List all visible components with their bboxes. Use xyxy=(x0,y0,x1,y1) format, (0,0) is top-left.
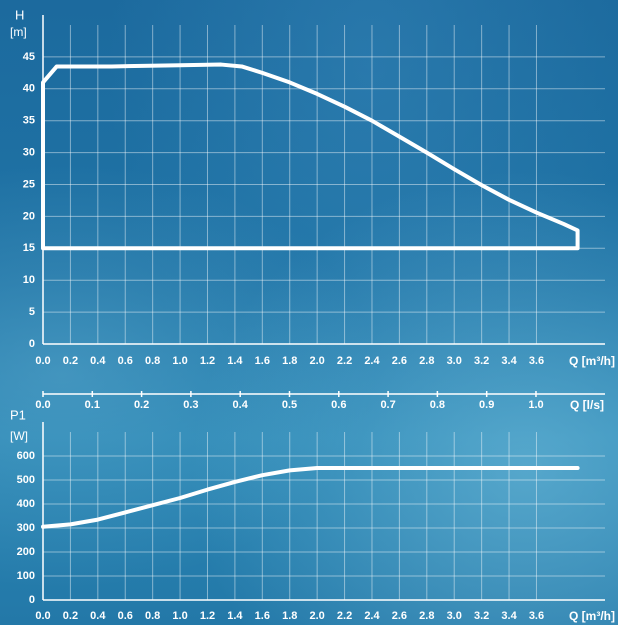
x2-tick-label: 0.1 xyxy=(85,399,100,411)
x-tick-label: 2.8 xyxy=(419,355,434,367)
x-tick-label: 0.0 xyxy=(35,355,50,367)
x-tick-label: 1.2 xyxy=(200,355,215,367)
x-tick-label: 2.2 xyxy=(337,355,352,367)
y-axis-unit: [W] xyxy=(10,429,28,443)
x2-tick-label: 0.4 xyxy=(233,399,249,411)
y-tick-label: 40 xyxy=(23,83,35,95)
x-tick-label: 0.4 xyxy=(90,355,106,367)
x2-tick-label: 1.0 xyxy=(528,399,543,411)
x-tick-label: 0.4 xyxy=(90,610,106,622)
y-tick-label: 300 xyxy=(17,522,35,534)
x-tick-label: 2.0 xyxy=(309,355,324,367)
x-tick-label: 1.4 xyxy=(227,610,243,622)
y-tick-label: 0 xyxy=(29,338,35,350)
x-tick-label: 3.6 xyxy=(529,610,544,622)
x-tick-label: 3.0 xyxy=(447,355,462,367)
x-tick-label: 1.2 xyxy=(200,610,215,622)
x-tick-label: 1.0 xyxy=(172,355,187,367)
x-tick-label: 2.6 xyxy=(392,355,407,367)
x-tick-label: 3.6 xyxy=(529,355,544,367)
x-tick-label: 1.0 xyxy=(172,610,187,622)
x2-tick-label: 0.0 xyxy=(35,399,50,411)
x-tick-label: 3.2 xyxy=(474,610,489,622)
x-tick-label: 2.4 xyxy=(364,355,380,367)
y-tick-label: 0 xyxy=(29,594,35,606)
x-tick-label: 2.8 xyxy=(419,610,434,622)
curve xyxy=(41,62,580,251)
x-axis-label: Q [m³/h] xyxy=(569,609,615,623)
x-tick-label: 1.4 xyxy=(227,355,243,367)
y-axis-label: H xyxy=(15,7,24,22)
y-tick-label: 10 xyxy=(23,274,35,286)
x-tick-label: 3.4 xyxy=(501,610,517,622)
x-tick-label: 2.6 xyxy=(392,610,407,622)
x-tick-label: 0.8 xyxy=(145,610,160,622)
x-tick-label: 3.0 xyxy=(447,610,462,622)
y-tick-label: 400 xyxy=(17,498,35,510)
x-tick-label: 1.8 xyxy=(282,610,297,622)
x-tick-label: 0.0 xyxy=(35,610,50,622)
y-tick-label: 500 xyxy=(17,474,35,486)
x-tick-label: 0.2 xyxy=(63,355,78,367)
y-tick-label: 20 xyxy=(23,210,35,222)
x-tick-label: 0.2 xyxy=(63,610,78,622)
x2-tick-label: 0.6 xyxy=(331,399,346,411)
x2-tick-label: 0.9 xyxy=(479,399,494,411)
y-tick-label: 5 xyxy=(29,306,35,318)
x-tick-label: 1.6 xyxy=(255,355,270,367)
y-axis-label: P1 xyxy=(10,407,26,422)
x-axis-label: Q [m³/h] xyxy=(569,354,615,368)
y-axis-unit: [m] xyxy=(10,25,27,39)
x-tick-label: 0.8 xyxy=(145,355,160,367)
y-tick-label: 600 xyxy=(17,450,35,462)
x2-tick-label: 0.8 xyxy=(430,399,445,411)
x2-tick-label: 0.2 xyxy=(134,399,149,411)
y-tick-label: 25 xyxy=(23,178,35,190)
x-tick-label: 2.2 xyxy=(337,610,352,622)
x-tick-label: 3.2 xyxy=(474,355,489,367)
x-tick-label: 1.8 xyxy=(282,355,297,367)
x-tick-label: 2.0 xyxy=(309,610,324,622)
x2-axis-label: Q [l/s] xyxy=(570,398,604,412)
y-tick-label: 35 xyxy=(23,115,35,127)
y-tick-label: 15 xyxy=(23,242,35,254)
x-tick-label: 0.6 xyxy=(118,355,133,367)
y-tick-label: 30 xyxy=(23,147,35,159)
x2-tick-label: 0.7 xyxy=(380,399,395,411)
y-tick-label: 200 xyxy=(17,546,35,558)
y-tick-label: 45 xyxy=(23,51,35,63)
x-tick-label: 0.6 xyxy=(118,610,133,622)
x-tick-label: 2.4 xyxy=(364,610,380,622)
x-tick-label: 1.6 xyxy=(255,610,270,622)
y-tick-label: 100 xyxy=(17,570,35,582)
x-tick-label: 3.4 xyxy=(501,355,517,367)
curve xyxy=(41,466,580,529)
x2-tick-label: 0.5 xyxy=(282,399,297,411)
x2-tick-label: 0.3 xyxy=(183,399,198,411)
